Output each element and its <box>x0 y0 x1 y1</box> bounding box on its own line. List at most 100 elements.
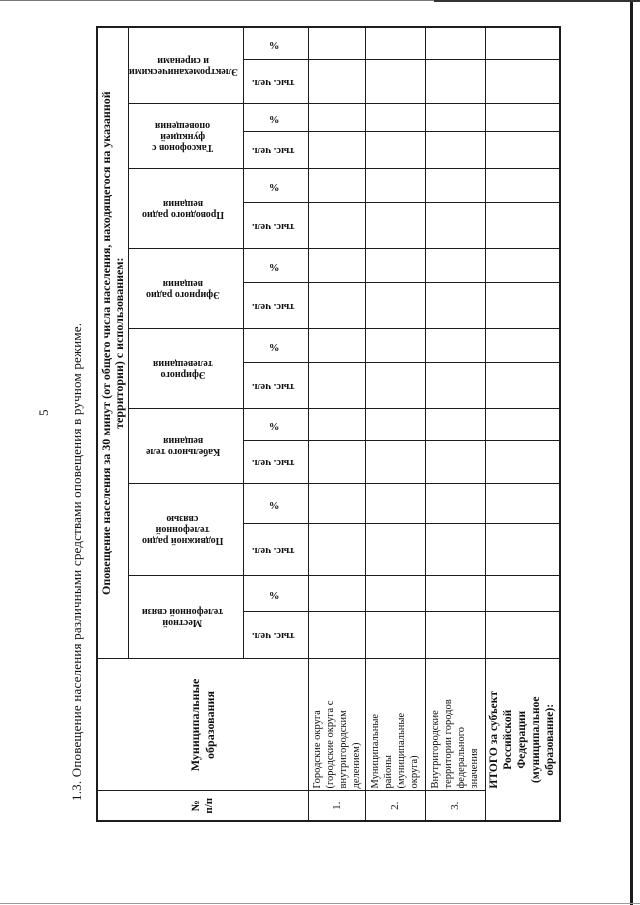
data-cell <box>485 524 561 576</box>
group-header-on-air-radio-label: Эфирного радио вещания <box>146 278 220 300</box>
unit-percent-header: % <box>243 104 309 132</box>
unit-thousand-header: тыс. чел. <box>243 363 309 409</box>
unit-percent-header: % <box>243 169 309 203</box>
data-cell <box>425 104 486 132</box>
scan-edge-artifact <box>0 903 640 904</box>
group-header-local-telephone-label: Местной телефонной связи <box>142 606 224 629</box>
unit-thousand-header: тыс. чел. <box>243 441 309 484</box>
data-cell <box>308 441 366 484</box>
group-header-electromech-sirens-label: Электромеханическими и сиренами <box>128 54 238 77</box>
unit-thousand-label: тыс. чел. <box>251 457 295 469</box>
data-cell <box>365 409 426 441</box>
data-cell <box>365 329 426 363</box>
total-row: ИТОГО за субъект Российской Федерации (м… <box>485 26 561 821</box>
data-cell <box>365 249 426 283</box>
unit-percent-label: % <box>269 181 280 192</box>
data-cell <box>425 363 486 409</box>
data-cell <box>485 329 561 363</box>
data-cell <box>308 363 366 409</box>
data-cell <box>485 60 561 104</box>
unit-percent-label: % <box>269 420 280 431</box>
data-cell <box>308 576 366 612</box>
unit-percent-label: % <box>269 341 280 352</box>
group-header-wired-radio-label: Проводного радио вещания <box>141 198 225 220</box>
group-header-on-air-radio: Эфирного радио вещания <box>128 249 244 329</box>
data-cell <box>365 283 426 329</box>
data-cell <box>425 132 486 169</box>
unit-percent-header: % <box>243 409 309 441</box>
data-cell <box>365 576 426 612</box>
section-title: 1.3. Оповещение населения различными сре… <box>69 322 84 801</box>
unit-percent-label: % <box>269 589 280 600</box>
data-cell <box>485 283 561 329</box>
data-cell <box>425 283 486 329</box>
unit-thousand-header: тыс. чел. <box>243 524 309 576</box>
data-cell <box>365 524 426 576</box>
data-cell <box>425 576 486 612</box>
data-cell <box>425 441 486 484</box>
unit-percent-header: % <box>243 484 309 524</box>
corner-num-header: № п/п <box>97 791 309 821</box>
data-cell <box>365 484 426 524</box>
group-header-mobile-radiotelephone-label: Подвижной радио телефонной связью <box>142 513 224 547</box>
data-cell <box>308 60 366 104</box>
unit-percent-label: % <box>269 38 280 50</box>
row-label: Муниципальные районы (муниципальные окру… <box>365 659 426 791</box>
group-header-on-air-tv-label: Эфирного телевещания <box>153 358 213 380</box>
data-cell <box>365 26 426 60</box>
data-cell <box>425 409 486 441</box>
data-cell <box>365 441 426 484</box>
span-header: Оповещение населения за 30 минут (от общ… <box>97 26 128 659</box>
data-cell <box>425 329 486 363</box>
unit-thousand-label: тыс. чел. <box>251 381 295 392</box>
group-header-mobile-radiotelephone: Подвижной радио телефонной связью <box>128 484 244 576</box>
data-cell <box>425 26 486 60</box>
data-cell <box>308 329 366 363</box>
data-cell <box>485 484 561 524</box>
group-header-payphones: Таксофонов с функцией оповещения <box>128 104 244 169</box>
data-cell <box>425 484 486 524</box>
data-cell <box>308 104 366 132</box>
table-row: 1. Городские округа (городские округа с … <box>308 26 366 821</box>
group-header-electromech-sirens: Электромеханическими и сиренами <box>128 26 244 104</box>
page-number: 5 <box>36 409 51 417</box>
report-table: № п/п Муниципальные образования Оповещен… <box>96 25 562 822</box>
data-cell <box>365 104 426 132</box>
data-cell <box>365 363 426 409</box>
group-header-cable-tv: Кабельного теле вещания <box>128 409 244 484</box>
data-cell <box>308 203 366 249</box>
group-header-wired-radio: Проводного радио вещания <box>128 169 244 249</box>
unit-percent-header: % <box>243 249 309 283</box>
data-cell <box>425 60 486 104</box>
corner-municipality-header: Муниципальные образования <box>97 659 309 791</box>
data-cell <box>365 612 426 659</box>
data-cell <box>485 612 561 659</box>
data-cell <box>485 169 561 203</box>
group-header-on-air-tv: Эфирного телевещания <box>128 329 244 409</box>
group-header-local-telephone: Местной телефонной связи <box>128 576 244 659</box>
group-header-payphones-label: Таксофонов с функцией оповещения <box>152 120 214 153</box>
data-cell <box>425 203 486 249</box>
data-cell <box>308 484 366 524</box>
unit-thousand-header: тыс. чел. <box>243 612 309 659</box>
unit-percent-header: % <box>243 576 309 612</box>
row-label: Городские округа (городские округа с вну… <box>308 659 366 791</box>
group-header-cable-tv-label: Кабельного теле вещания <box>145 435 221 458</box>
data-cell <box>485 203 561 249</box>
scan-edge-artifact <box>434 0 640 2</box>
data-cell <box>485 409 561 441</box>
unit-percent-label: % <box>269 113 280 124</box>
data-cell <box>485 363 561 409</box>
unit-thousand-header: тыс. чел. <box>243 132 309 169</box>
data-cell <box>308 612 366 659</box>
data-cell <box>425 612 486 659</box>
unit-thousand-header: тыс. чел. <box>243 60 309 104</box>
data-cell <box>308 169 366 203</box>
data-cell <box>485 576 561 612</box>
unit-percent-label: % <box>269 261 280 272</box>
unit-thousand-label: тыс. чел. <box>251 145 295 157</box>
scan-edge-artifact <box>630 0 633 905</box>
unit-thousand-header: тыс. чел. <box>243 283 309 329</box>
